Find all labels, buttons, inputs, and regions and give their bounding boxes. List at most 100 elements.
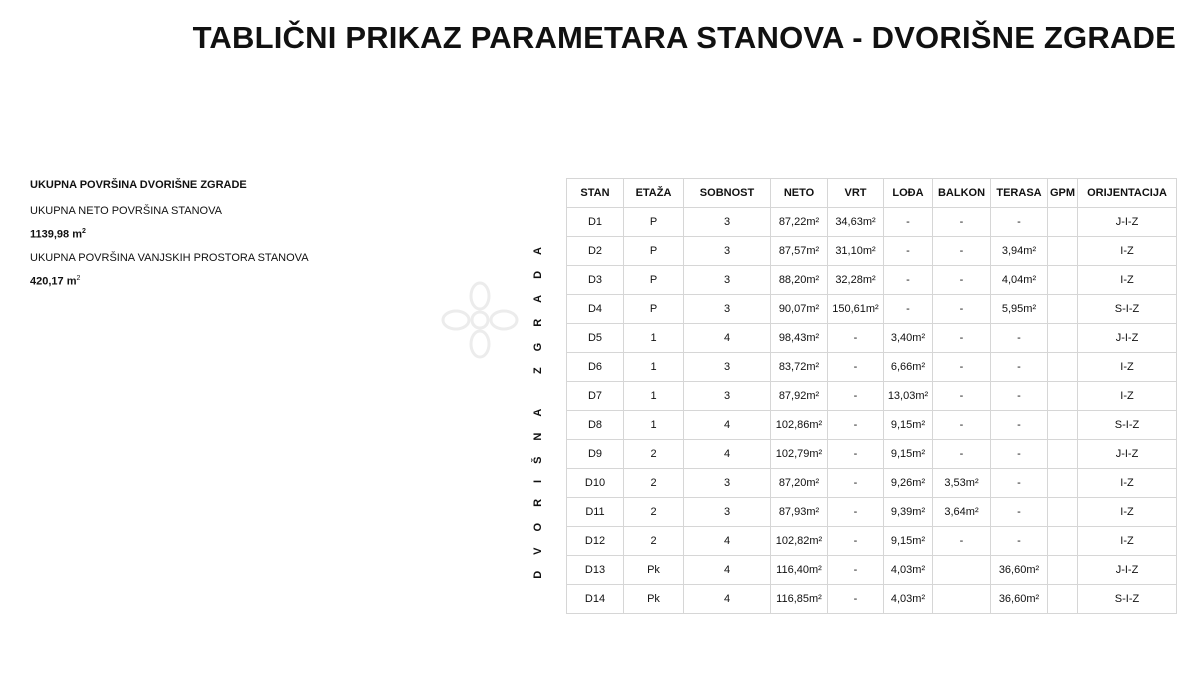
table-cell: - (827, 323, 884, 353)
table-cell: D8 (566, 410, 624, 440)
table-cell: - (932, 352, 991, 382)
table-cell: - (827, 468, 884, 498)
table-cell: 3 (683, 207, 771, 237)
outdoor-label: UKUPNA POVRŠINA VANJSKIH PROSTORA STANOV… (30, 252, 309, 264)
table-cell: 2 (623, 526, 684, 556)
table-row: D5 1 4 98,43m² -3,40m² - - J-I-Z (566, 323, 1177, 353)
table-cell: - (932, 294, 991, 324)
table-cell: 3,40m² (883, 323, 933, 353)
table-cell: 1 (623, 381, 684, 411)
table-row: D9 2 4 102,79m² -9,15m² - - J-I-Z (566, 439, 1177, 469)
table-cell: I-Z (1077, 352, 1177, 382)
table-cell: 2 (623, 497, 684, 527)
table-cell: - (883, 207, 933, 237)
table-cell: 1 (623, 352, 684, 382)
table-cell: - (827, 352, 884, 382)
table-cell: 87,22m² (770, 207, 828, 237)
table-cell: 102,79m² (770, 439, 828, 469)
table-cell: - (827, 526, 884, 556)
table-cell: - (990, 381, 1048, 411)
table-row: D4 P 3 90,07m² 150,61m² - -5,95m² S-I-Z (566, 294, 1177, 324)
table-cell: - (883, 265, 933, 295)
table-cell: - (827, 497, 884, 527)
table-cell: 116,40m² (770, 555, 828, 585)
table-cell: - (827, 410, 884, 440)
table-cell: 102,82m² (770, 526, 828, 556)
column-header: ETAŽA (623, 178, 684, 208)
table-cell: 1 (623, 323, 684, 353)
table-cell (932, 584, 991, 614)
unit-sup: 2 (76, 275, 81, 282)
column-header: LOĐA (883, 178, 933, 208)
table-row: D8 1 4 102,86m² -9,15m² - - S-I-Z (566, 410, 1177, 440)
column-header: VRT (827, 178, 884, 208)
table-cell (1047, 352, 1078, 382)
table-cell: P (623, 207, 684, 237)
table-cell (1047, 410, 1078, 440)
table-cell: - (827, 381, 884, 411)
table-row: D10 2 3 87,20m² -9,26m² 3,53m² - I-Z (566, 468, 1177, 498)
column-header: SOBNOST (683, 178, 771, 208)
table-cell: J-I-Z (1077, 555, 1177, 585)
table-cell: - (827, 584, 884, 614)
table-cell: 6,66m² (883, 352, 933, 382)
table-cell: J-I-Z (1077, 323, 1177, 353)
table-cell: 36,60m² (990, 584, 1048, 614)
table-cell: J-I-Z (1077, 439, 1177, 469)
table-cell: - (932, 410, 991, 440)
table-cell: 90,07m² (770, 294, 828, 324)
table-cell: 9,39m² (883, 497, 933, 527)
table-header: STAN ETAŽA SOBNOST NETO VRT LOĐA BALKON TERASA G… (566, 178, 1177, 208)
table-row: D2 P 3 87,57m² 31,10m² - -3,94m² I-Z (566, 236, 1177, 266)
table-cell (1047, 265, 1078, 295)
side-label: DVORIŠNA ZGRADA (530, 210, 546, 600)
table-row: D11 2 3 87,93m² -9,39m² 3,64m² - I-Z (566, 497, 1177, 527)
table-cell: 4 (683, 584, 771, 614)
table-cell: D2 (566, 236, 624, 266)
table-cell: - (932, 381, 991, 411)
table-cell: 88,20m² (770, 265, 828, 295)
table-cell: I-Z (1077, 497, 1177, 527)
table-cell: P (623, 294, 684, 324)
column-header: NETO (770, 178, 828, 208)
table-cell: Pk (623, 555, 684, 585)
table-cell: I-Z (1077, 381, 1177, 411)
table-cell: - (990, 526, 1048, 556)
table-cell: - (932, 207, 991, 237)
table-cell: - (990, 497, 1048, 527)
neto-value: 1139,98 m2 (30, 228, 86, 241)
table-cell: 3 (683, 294, 771, 324)
table-cell: I-Z (1077, 468, 1177, 498)
neto-value-text: 1139,98 m (30, 228, 82, 241)
column-header: ORIJENTACIJA (1077, 178, 1177, 208)
table-cell: 3,64m² (932, 497, 991, 527)
table-row: D3 P 3 88,20m² 32,28m² - -4,04m² I-Z (566, 265, 1177, 295)
table-cell: D10 (566, 468, 624, 498)
table-cell: 13,03m² (883, 381, 933, 411)
table-cell (1047, 497, 1078, 527)
table-cell (1047, 381, 1078, 411)
table-cell: - (990, 468, 1048, 498)
table-cell: 4 (683, 526, 771, 556)
table-cell: 4,03m² (883, 555, 933, 585)
table-cell (1047, 584, 1078, 614)
table-cell: 1 (623, 410, 684, 440)
table-cell: S-I-Z (1077, 584, 1177, 614)
table-row: D13 Pk 4 116,40m² -4,03m² 36,60m² J-I-Z (566, 555, 1177, 585)
table-cell: - (827, 439, 884, 469)
table-cell: S-I-Z (1077, 410, 1177, 440)
table-cell: J-I-Z (1077, 207, 1177, 237)
table-cell: 3 (683, 497, 771, 527)
table-cell: - (827, 555, 884, 585)
summary-heading: UKUPNA POVRŠINA DVORIŠNE ZGRADE (30, 179, 247, 191)
table-cell: 116,85m² (770, 584, 828, 614)
table-cell (1047, 236, 1078, 266)
table-row: D6 1 3 83,72m² -6,66m² - - I-Z (566, 352, 1177, 382)
table-cell: 87,93m² (770, 497, 828, 527)
watermark-logo-icon (441, 281, 519, 359)
table-cell: D1 (566, 207, 624, 237)
table-cell: - (932, 526, 991, 556)
table-cell (1047, 468, 1078, 498)
table-cell: - (932, 439, 991, 469)
